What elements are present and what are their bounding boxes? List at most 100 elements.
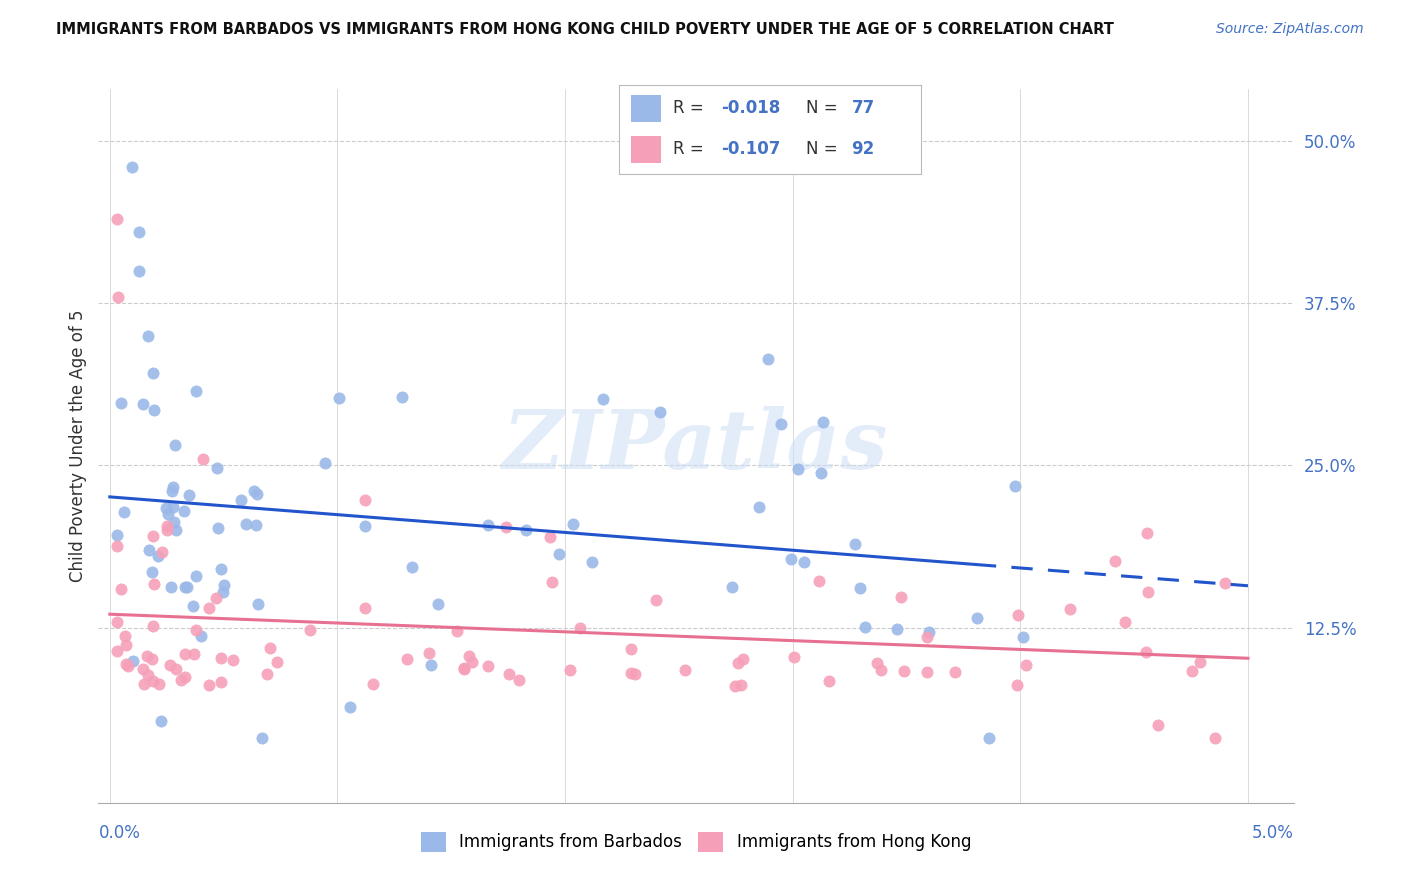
Point [207, 460, 229, 475]
Point [222, 653, 245, 667]
Point [1015, 658, 1038, 673]
Point [170, 673, 193, 688]
Point [917, 625, 939, 640]
Point [731, 651, 754, 665]
Point [1181, 664, 1204, 678]
Point [243, 484, 266, 499]
Point [1135, 645, 1157, 659]
Point [1007, 607, 1029, 622]
Bar [631, 95, 661, 122]
Point [209, 650, 232, 665]
Point [207, 521, 229, 535]
Point [498, 667, 520, 681]
Point [209, 674, 232, 689]
Point [156, 524, 179, 538]
Point [538, 530, 561, 544]
Point [724, 679, 747, 693]
Point [865, 656, 887, 670]
Point [173, 670, 195, 684]
Point [966, 611, 988, 625]
Point [1137, 584, 1160, 599]
Point [561, 516, 583, 531]
Point [141, 652, 163, 666]
Y-axis label: Child Poverty Under the Age of 5: Child Poverty Under the Age of 5 [69, 310, 87, 582]
Point [149, 714, 172, 728]
Point [1011, 630, 1033, 644]
Point [117, 659, 139, 673]
Point [266, 655, 288, 669]
Point [159, 580, 181, 594]
Point [810, 466, 832, 480]
Point [212, 585, 235, 599]
Point [166, 662, 188, 676]
Point [354, 493, 377, 508]
Point [419, 658, 441, 673]
Point [592, 392, 614, 406]
Point [853, 620, 876, 634]
Point [673, 663, 696, 677]
Point [541, 575, 564, 590]
Point [174, 580, 197, 594]
Point [231, 493, 253, 508]
Point [1136, 526, 1159, 541]
Point [558, 663, 581, 677]
Point [259, 640, 281, 655]
Point [184, 623, 207, 637]
Point [748, 500, 770, 515]
Point [730, 678, 752, 692]
Point [190, 629, 212, 643]
Point [121, 160, 143, 174]
Point [105, 211, 128, 226]
Point [314, 456, 336, 470]
Point [848, 581, 870, 595]
Point [727, 656, 749, 670]
Point [1204, 731, 1226, 745]
Point [136, 668, 159, 682]
Point [1005, 678, 1028, 692]
Point [146, 549, 169, 563]
Point [142, 366, 165, 380]
Point [107, 290, 129, 304]
Point [136, 648, 159, 663]
Point [121, 654, 143, 668]
Point [844, 536, 866, 550]
Point [152, 545, 174, 559]
Point [548, 548, 571, 562]
Point [624, 666, 647, 681]
Point [105, 615, 128, 630]
Point [620, 642, 643, 657]
Point [105, 528, 128, 542]
Point [620, 666, 643, 681]
Point [1189, 655, 1212, 669]
Point [186, 384, 208, 398]
Point [807, 574, 830, 588]
Point [155, 500, 177, 515]
Point [159, 658, 181, 673]
Point [328, 392, 350, 406]
Point [446, 624, 468, 638]
Point [163, 438, 186, 452]
Point [495, 519, 517, 533]
Point [915, 665, 938, 679]
Point [128, 264, 150, 278]
Point [401, 560, 423, 574]
Point [136, 328, 159, 343]
Point [162, 484, 184, 499]
Point [142, 577, 165, 591]
Point [128, 225, 150, 239]
Point [515, 523, 537, 537]
Text: -0.018: -0.018 [721, 99, 780, 117]
Point [114, 629, 136, 643]
Point [198, 678, 221, 692]
Text: 0.0%: 0.0% [98, 824, 141, 842]
Point [110, 396, 132, 410]
Point [893, 665, 915, 679]
Point [143, 403, 166, 417]
Point [453, 662, 475, 676]
Point [461, 655, 484, 669]
Point [245, 487, 267, 501]
Point [756, 351, 779, 366]
Point [890, 590, 912, 604]
Point [176, 580, 198, 594]
Point [943, 665, 966, 680]
